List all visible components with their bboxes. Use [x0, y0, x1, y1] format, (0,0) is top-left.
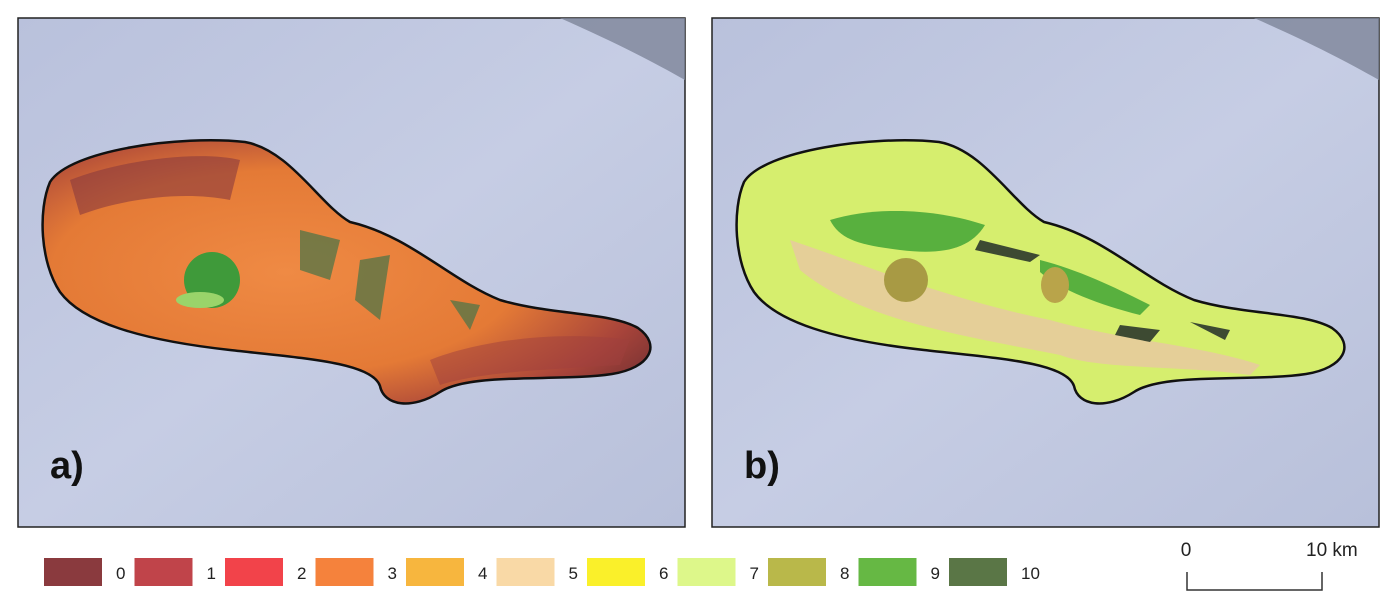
legend-swatch	[406, 558, 464, 586]
legend-swatch	[135, 558, 193, 586]
legend-swatch	[768, 558, 826, 586]
map-panel: b)	[712, 18, 1379, 527]
scale-label: 10 km	[1306, 540, 1358, 561]
legend-swatch	[44, 558, 102, 586]
legend: 0 1 2 3 4 5 6 7 8 9 10	[44, 558, 1040, 586]
legend-swatch	[316, 558, 374, 586]
legend-label: 9	[931, 564, 940, 583]
legend-label: 2	[297, 564, 306, 583]
legend-label: 8	[840, 564, 849, 583]
legend-swatch	[497, 558, 555, 586]
legend-label: 3	[388, 564, 397, 583]
panel-label: b)	[744, 445, 780, 487]
figure: a) b) 0 1 2 3 4 5 6 7 8 9 10 0 10 km	[0, 0, 1400, 606]
legend-label: 7	[750, 564, 759, 583]
legend-label: 0	[116, 564, 125, 583]
scale-label: 0	[1181, 540, 1192, 561]
legend-label: 10	[1021, 564, 1040, 583]
legend-label: 4	[478, 564, 487, 583]
legend-label: 1	[207, 564, 216, 583]
legend-swatch	[949, 558, 1007, 586]
legend-label: 6	[659, 564, 668, 583]
legend-swatch	[678, 558, 736, 586]
legend-swatch	[225, 558, 283, 586]
map-panel: a)	[18, 18, 685, 527]
legend-label: 5	[569, 564, 578, 583]
scale-bar: 0 10 km	[1181, 540, 1358, 590]
legend-swatch	[587, 558, 645, 586]
legend-swatch	[859, 558, 917, 586]
panel-label: a)	[50, 445, 84, 487]
